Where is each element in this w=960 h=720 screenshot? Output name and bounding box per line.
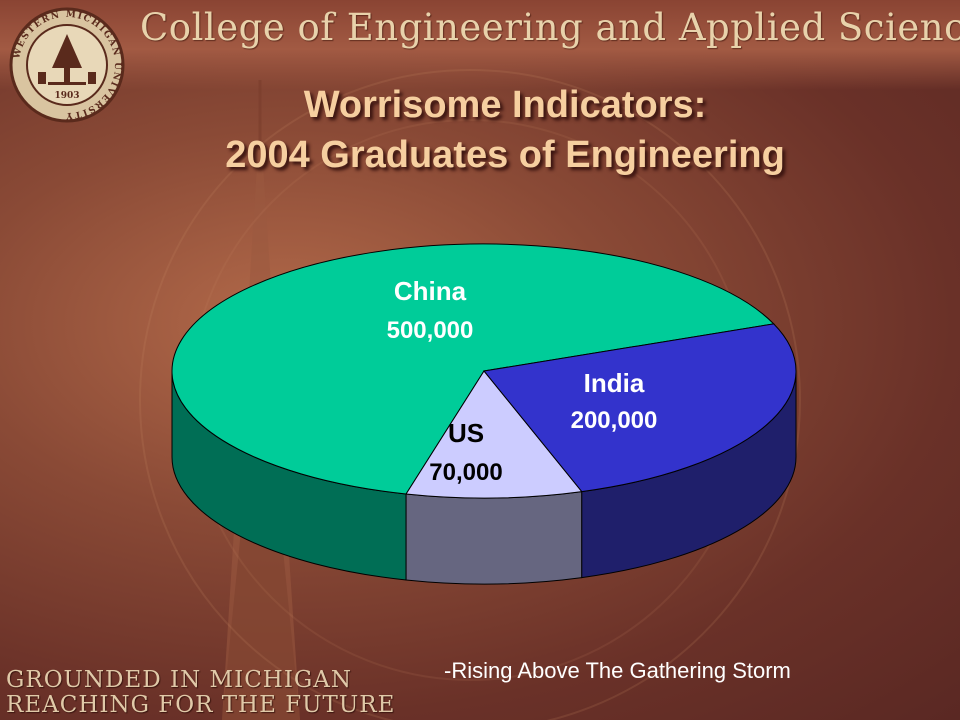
slice-value-china: 500,000 — [387, 317, 474, 344]
source-note: -Rising Above The Gathering Storm — [444, 658, 791, 683]
pie-slice-india — [483, 323, 797, 493]
footer-line2: REACHING FOR THE FUTURE — [6, 692, 396, 718]
college-title: College of Engineering and Applied Scien… — [140, 6, 960, 49]
university-seal-logo: WESTERN MICHIGAN UNIVERSITY 1903 — [9, 7, 125, 123]
slice-label-india: India — [584, 368, 645, 398]
footer-tagline-logo: GROUNDED IN MICHIGAN REACHING FOR THE FU… — [6, 667, 396, 718]
pie-side-us — [405, 491, 583, 585]
slice-label-us: US — [448, 418, 484, 448]
pie-slice-us — [405, 370, 583, 499]
header-band — [0, 0, 960, 90]
slide-title-line1: Worrisome Indicators: — [303, 84, 707, 126]
slice-value-india: 200,000 — [571, 407, 658, 434]
footer-line1: GROUNDED IN MICHIGAN — [6, 667, 353, 693]
slice-label-china: China — [394, 276, 467, 306]
pie-slice-china — [171, 243, 775, 495]
slide-title: Worrisome Indicators: 2004 Graduates of … — [160, 80, 850, 180]
seal-year: 1903 — [54, 91, 79, 101]
slice-value-us: 70,000 — [429, 459, 502, 486]
slide-title-line2: 2004 Graduates of Engineering — [225, 134, 785, 176]
